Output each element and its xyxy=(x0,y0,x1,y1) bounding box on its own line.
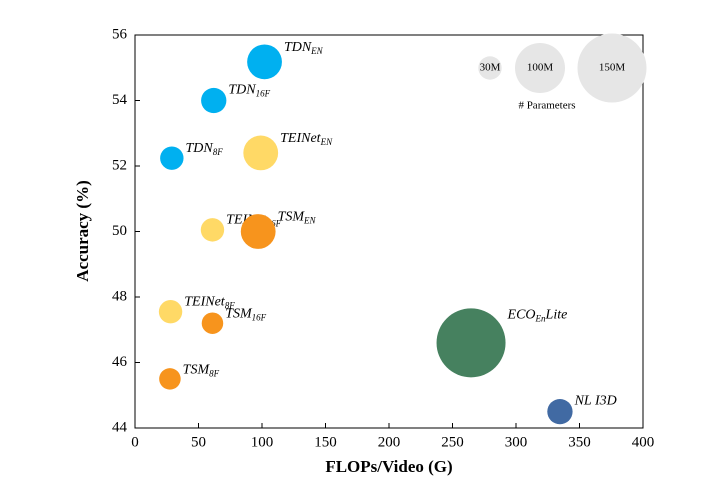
x-tick-label: 400 xyxy=(632,434,655,450)
label-subscript: En xyxy=(535,313,546,323)
label-subscript: 16F xyxy=(267,219,282,229)
label-name: ECO xyxy=(507,307,536,322)
bubble xyxy=(240,214,276,249)
label-subscript: EN xyxy=(303,216,316,226)
label-name: TEINet xyxy=(280,131,322,146)
y-tick-label: 44 xyxy=(112,419,128,435)
x-tick-label: 100 xyxy=(251,434,274,450)
label-subscript: 16F xyxy=(256,88,271,98)
bubble-label: TDN8F xyxy=(186,141,224,157)
bubble-label: TSM8F xyxy=(183,362,220,378)
label-subscript: EN xyxy=(310,46,323,56)
y-tick-label: 56 xyxy=(112,26,128,42)
bubble-label: NL I3D xyxy=(574,394,617,409)
size-legend-title: # Parameters xyxy=(518,100,575,112)
label-name: TSM xyxy=(278,210,306,225)
label-name: NL I3D xyxy=(574,394,617,409)
x-tick-label: 300 xyxy=(505,434,528,450)
label-suffix: Lite xyxy=(545,307,568,322)
bubble xyxy=(158,300,183,324)
bubble-label: TEINet8F xyxy=(184,295,235,311)
label-name: TDN xyxy=(284,40,312,55)
bubble xyxy=(243,135,279,171)
x-tick-label: 200 xyxy=(378,434,401,450)
x-tick-label: 350 xyxy=(568,434,591,450)
bubble-label: TDN16F xyxy=(228,83,270,99)
label-name: TSM xyxy=(225,307,253,322)
bubble xyxy=(247,44,282,80)
label-subscript: 8F xyxy=(225,300,236,310)
label-name: TDN xyxy=(186,141,214,156)
bubble-label: TSMEN xyxy=(278,210,317,226)
bubble-label: ECOEnLite xyxy=(507,307,568,323)
x-tick-label: 250 xyxy=(441,434,464,450)
bubble-label: TDNEN xyxy=(284,40,324,56)
y-tick-label: 48 xyxy=(112,288,127,304)
size-legend-bubble xyxy=(577,33,647,103)
y-tick-label: 46 xyxy=(112,354,128,370)
x-tick-label: 50 xyxy=(191,434,206,450)
bubble xyxy=(160,146,184,170)
y-tick-label: 50 xyxy=(112,223,127,239)
size-legend-label: 30M xyxy=(480,62,501,74)
size-legend-bubble xyxy=(515,43,565,93)
label-subscript: 8F xyxy=(213,147,224,157)
bubble xyxy=(200,218,225,242)
bubble xyxy=(201,312,224,334)
size-legend-bubble xyxy=(478,56,502,80)
y-axis-title: Accuracy (%) xyxy=(73,180,92,282)
y-tick-label: 54 xyxy=(112,92,128,108)
y-tick-label: 52 xyxy=(112,157,127,173)
size-legend-label: 100M xyxy=(527,62,554,74)
label-subscript: 8F xyxy=(209,368,220,378)
x-tick-label: 0 xyxy=(131,434,139,450)
label-name: TDN xyxy=(228,83,256,98)
bubble xyxy=(159,368,181,390)
label-name: TSM xyxy=(183,362,211,377)
bubble xyxy=(436,308,506,378)
bubble-label: TSM16F xyxy=(225,307,266,323)
label-name: TEINet xyxy=(184,295,226,310)
bubble xyxy=(547,398,573,425)
label-subscript: 16F xyxy=(252,313,267,323)
size-legend-label: 150M xyxy=(599,62,626,74)
x-axis-title: FLOPs/Video (G) xyxy=(325,457,452,476)
bubble xyxy=(201,87,227,114)
bubble-label: TEINetEN xyxy=(280,131,333,147)
label-subscript: EN xyxy=(320,137,333,147)
x-tick-label: 150 xyxy=(314,434,337,450)
